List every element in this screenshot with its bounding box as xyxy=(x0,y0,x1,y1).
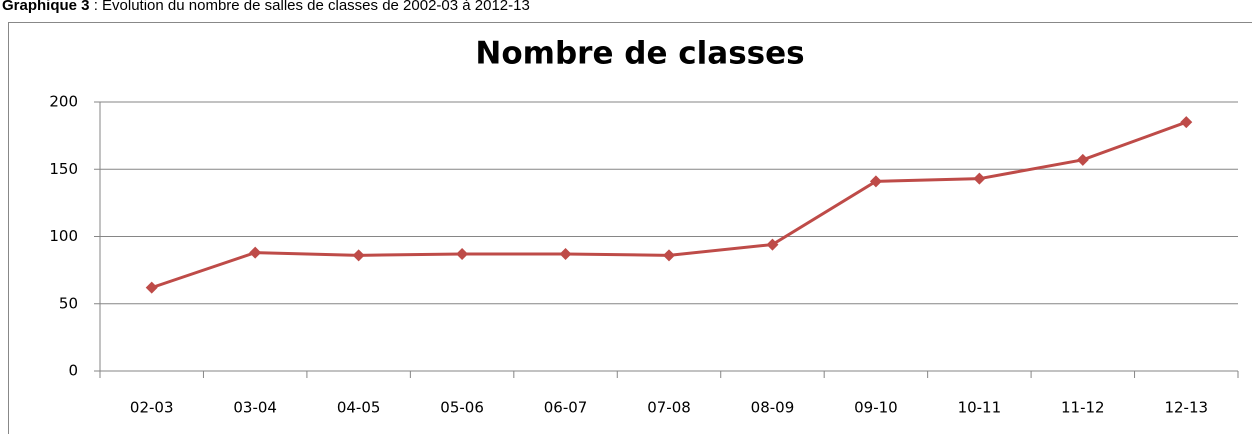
chart-title: Nombre de classes xyxy=(475,36,804,72)
marker xyxy=(1180,116,1193,129)
x-tick-label: 11-12 xyxy=(1061,399,1105,417)
x-tick-label: 05-06 xyxy=(440,399,484,417)
y-tick-label: 200 xyxy=(49,93,78,111)
caption-label: Graphique 3 xyxy=(2,0,90,14)
y-tick-label: 0 xyxy=(68,362,78,380)
caption: Graphique 3 : Evolution du nombre de sal… xyxy=(2,0,530,14)
marker xyxy=(1076,153,1089,166)
caption-text: : Evolution du nombre de salles de class… xyxy=(90,0,530,14)
x-tick-label: 04-05 xyxy=(337,399,381,417)
marker xyxy=(352,249,365,262)
y-tick-label: 50 xyxy=(59,294,78,312)
y-tick-label: 100 xyxy=(49,227,78,245)
marker xyxy=(249,246,262,259)
y-tick-label: 150 xyxy=(49,160,78,178)
x-tick-label: 09-10 xyxy=(854,399,898,417)
marker xyxy=(145,281,158,294)
x-tick-label: 10-11 xyxy=(958,399,1002,417)
chart-border xyxy=(8,22,1252,434)
x-tick-label: 06-07 xyxy=(544,399,588,417)
marker xyxy=(663,249,675,262)
x-tick-label: 02-03 xyxy=(130,399,174,417)
x-tick-label: 07-08 xyxy=(647,399,691,417)
marker xyxy=(766,238,779,251)
marker xyxy=(869,175,882,188)
x-tick-label: 03-04 xyxy=(233,399,277,417)
marker xyxy=(456,247,469,260)
marker xyxy=(559,247,572,260)
x-tick-label: 12-13 xyxy=(1164,399,1208,417)
x-tick-label: 08-09 xyxy=(751,399,795,417)
marker xyxy=(973,172,986,185)
